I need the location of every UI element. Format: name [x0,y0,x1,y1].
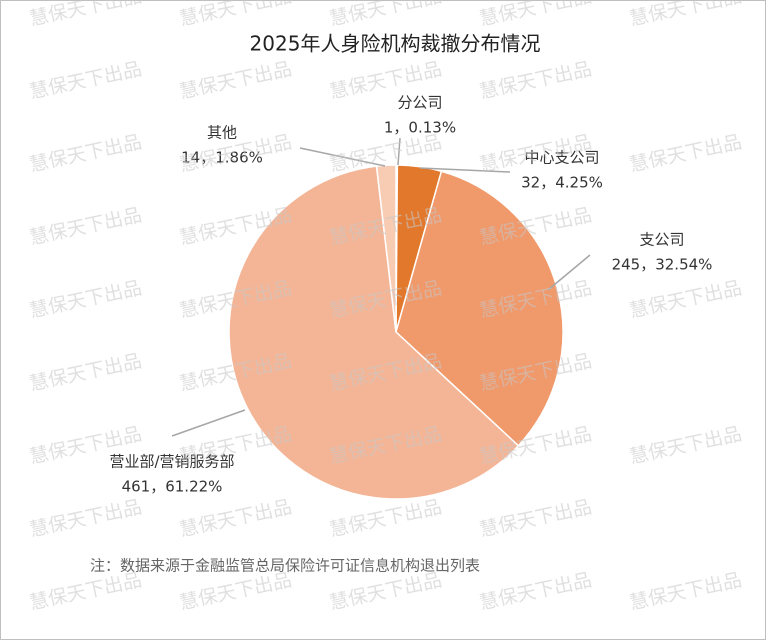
chart-title: 2025年人身险机构裁撤分布情况 [250,32,541,56]
leader-line [171,409,246,437]
pie-slice [375,164,397,333]
leader-line [299,147,386,167]
value-label: 461，61.22% [122,478,223,496]
slice-label: 分公司 [397,94,442,112]
leader-line [397,137,401,166]
value-label: 245，32.54% [612,256,713,274]
pie-slice [228,165,520,500]
leader-line [547,254,591,291]
value-label: 14，1.86% [181,149,263,167]
slice-label: 营业部/营销服务部 [109,453,234,471]
leader-line [419,167,511,173]
value-label: 1，0.13% [384,119,456,137]
data-labels: 分公司 1，0.13% 中心支公司 32，4.25% 支公司 245，32.54% 营业部/… [109,94,712,496]
slice-label: 支公司 [639,231,684,249]
value-label: 32，4.25% [521,174,603,192]
pie-slice [395,170,564,447]
slice-label: 中心支公司 [524,149,599,167]
source-note: 注：数据来源于金融监管总局保险许可证信息机构退出列表 [90,557,480,575]
pie [228,164,564,500]
slice-label: 其他 [207,124,237,142]
